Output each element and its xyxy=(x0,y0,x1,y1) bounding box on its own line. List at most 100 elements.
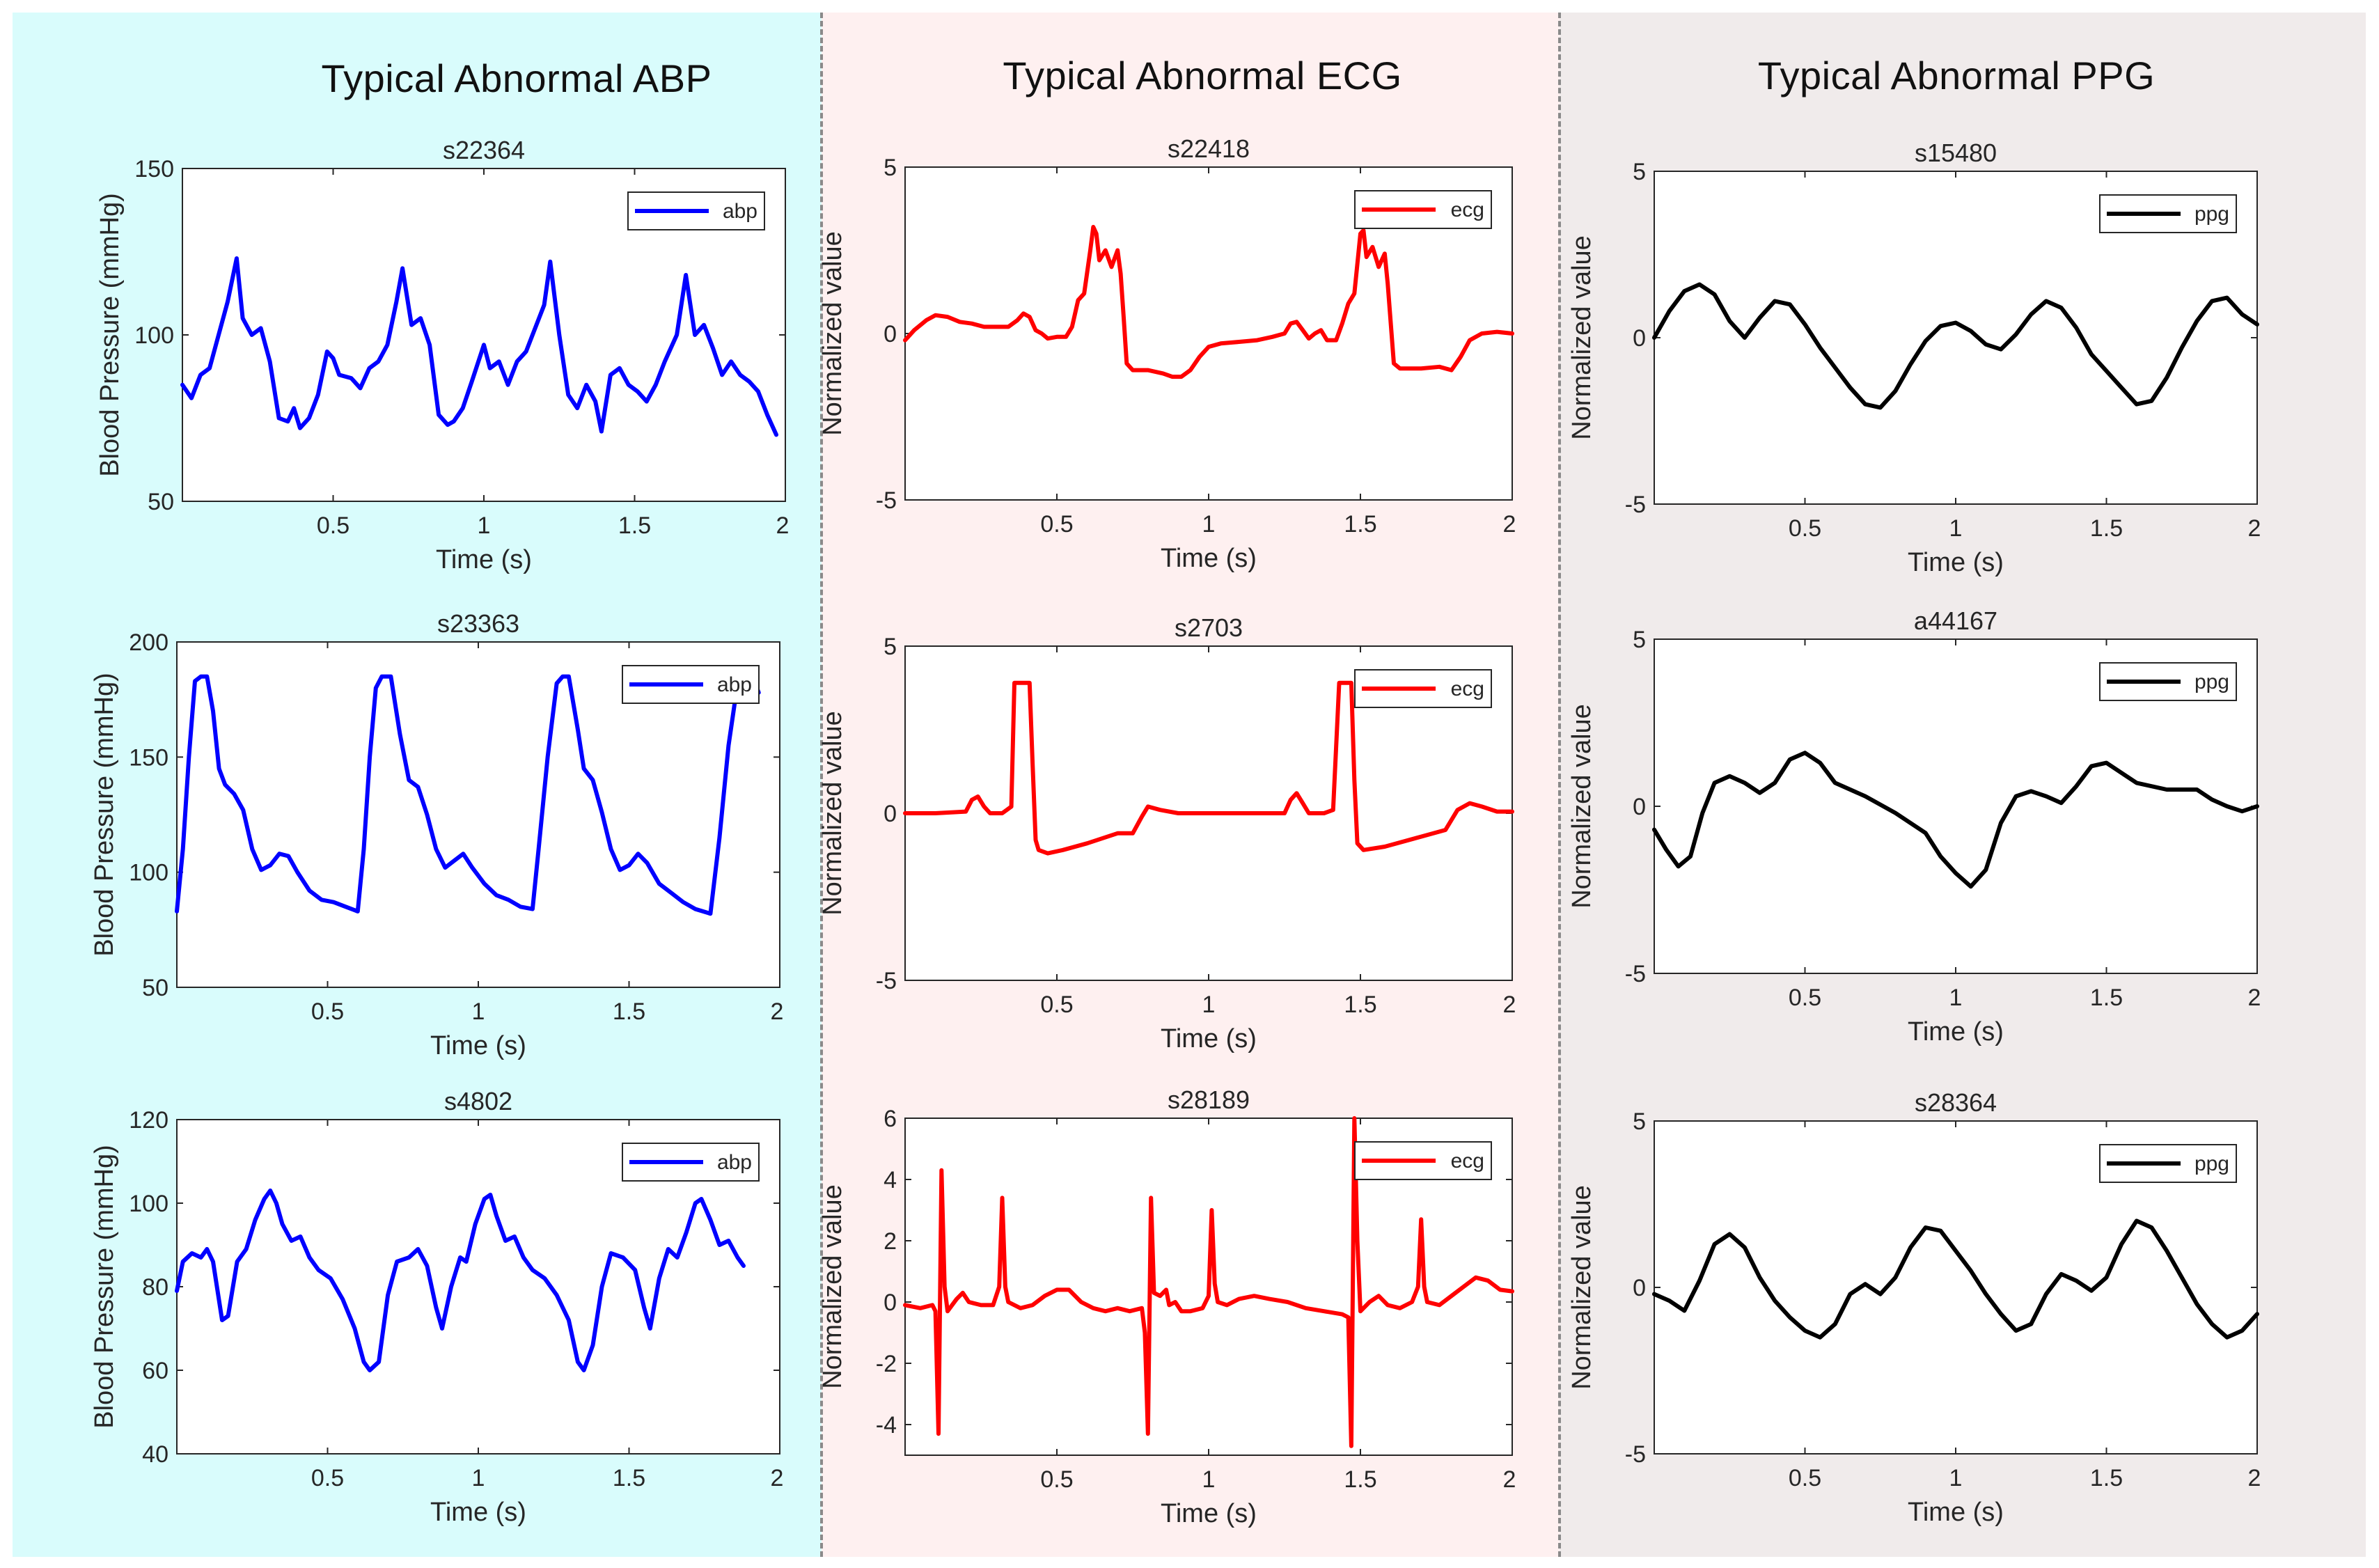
x-axis-label: Time (s) xyxy=(1161,1024,1257,1053)
ecg-plot-1: 0.5 1 1.5 2 -5 0 5 s22418 Time (s) Normalized val… xyxy=(818,134,1516,573)
series-line-abp xyxy=(175,1189,746,1372)
series-line-ecg xyxy=(903,1116,1514,1448)
x-tick-label: 2 xyxy=(1503,511,1516,538)
abp-plot-3: 0.5 1 1.5 2 40 60 80 100 120 s4802 Time (s) Blood P… xyxy=(90,1087,783,1527)
y-axis-label: Normalized value xyxy=(818,231,847,436)
y-axis-label: Normalized value xyxy=(818,1184,847,1389)
y-tick-label: 100 xyxy=(129,1191,168,1217)
series-line-ppg xyxy=(1652,282,2259,410)
x-tick-label: 0.5 xyxy=(311,1465,344,1491)
plot-title: s2703 xyxy=(1175,613,1243,642)
x-axis-label: Time (s) xyxy=(1908,1017,2004,1046)
ppg-column-title: Typical Abnormal PPG xyxy=(1757,54,2156,97)
legend: ecg xyxy=(1354,190,1492,229)
series-line-abp xyxy=(180,256,778,437)
x-tick-label: 2 xyxy=(1503,991,1516,1018)
legend-label: ecg xyxy=(1451,1150,1484,1173)
x-tick-label: 1 xyxy=(1949,1465,1963,1491)
legend-label: ecg xyxy=(1451,677,1484,700)
plot-title: s22418 xyxy=(1168,134,1250,163)
ppg-plot-1: 0.5 1 1.5 2 -5 0 5 s15480 Time (s) Normalized val… xyxy=(1567,139,2261,577)
y-tick-label: 4 xyxy=(884,1167,897,1193)
legend-label: abp xyxy=(717,1151,752,1174)
x-tick-label: 1.5 xyxy=(2090,985,2123,1011)
x-tick-label: 0.5 xyxy=(1789,1465,1821,1491)
x-axis-label: Time (s) xyxy=(1908,548,2004,577)
legend: ecg xyxy=(1354,1141,1492,1180)
y-tick-label: 150 xyxy=(134,156,174,182)
abp-plot-2: 0.5 1 1.5 2 50 100 150 200 s23363 Time (s) Blood P… xyxy=(90,609,783,1060)
x-tick-label: 2 xyxy=(2248,515,2261,542)
x-tick-label: 2 xyxy=(771,1465,784,1491)
y-axis-label: Blood Pressure (mmHg) xyxy=(95,193,125,477)
series-line-ecg xyxy=(903,680,1514,856)
x-tick-label: 1.5 xyxy=(1344,511,1376,538)
y-tick-label: 40 xyxy=(142,1441,168,1468)
legend: ppg xyxy=(2099,662,2237,701)
y-tick-label: 6 xyxy=(884,1106,897,1132)
y-tick-label: -5 xyxy=(876,487,897,514)
y-tick-label: 5 xyxy=(884,155,897,181)
series-line-ppg xyxy=(1652,751,2259,889)
plot-title: s22364 xyxy=(443,136,525,164)
y-tick-label: 100 xyxy=(134,322,174,349)
y-axis-label: Normalized value xyxy=(1567,1185,1596,1390)
x-tick-label: 1 xyxy=(472,998,485,1025)
x-tick-label: 0.5 xyxy=(1040,991,1073,1018)
y-tick-label: 120 xyxy=(129,1107,168,1134)
y-tick-label: 50 xyxy=(142,975,168,1001)
y-tick-label: -4 xyxy=(876,1412,897,1438)
x-tick-label: 2 xyxy=(1503,1466,1516,1493)
x-axis-label: Time (s) xyxy=(430,1031,526,1060)
x-tick-label: 1 xyxy=(1949,985,1963,1011)
x-tick-label: 0.5 xyxy=(1789,515,1821,542)
y-tick-label: -5 xyxy=(1625,492,1646,518)
y-tick-label: 5 xyxy=(884,634,897,660)
x-tick-label: 1.5 xyxy=(2090,1465,2123,1491)
ecg-column-title: Typical Abnormal ECG xyxy=(1003,54,1402,97)
y-tick-label: 0 xyxy=(1633,794,1646,820)
column-divider-1 xyxy=(820,13,823,1557)
y-tick-label: 200 xyxy=(129,629,168,656)
x-tick-label: 1 xyxy=(478,512,491,539)
x-tick-label: 2 xyxy=(771,998,784,1025)
plot-title: s4802 xyxy=(444,1087,512,1115)
y-tick-label: 60 xyxy=(142,1358,168,1384)
legend: abp xyxy=(622,1143,760,1182)
x-tick-label: 0.5 xyxy=(1040,1466,1073,1493)
legend-label: abp xyxy=(717,673,752,696)
x-axis-label: Time (s) xyxy=(1161,544,1257,573)
abp-column-title: Typical Abnormal ABP xyxy=(321,56,712,100)
legend: abp xyxy=(627,191,765,230)
legend: ecg xyxy=(1354,669,1492,708)
legend-label: ppg xyxy=(2195,203,2229,226)
x-tick-label: 2 xyxy=(2248,1465,2261,1491)
y-tick-label: -5 xyxy=(1625,961,1646,987)
y-axis-label: Normalized value xyxy=(1567,235,1596,440)
plot-title: a44167 xyxy=(1914,606,1997,635)
x-tick-label: 1 xyxy=(1202,1466,1216,1493)
plot-title: s28364 xyxy=(1915,1088,1997,1117)
legend-label: abp xyxy=(723,200,757,223)
y-tick-label: 0 xyxy=(884,801,897,827)
y-tick-label: -2 xyxy=(876,1351,897,1377)
series-line-abp xyxy=(175,674,761,916)
legend-label: ppg xyxy=(2195,671,2229,693)
y-tick-label: 150 xyxy=(129,744,168,771)
y-tick-label: 2 xyxy=(884,1228,897,1255)
plot-title: s15480 xyxy=(1915,139,1997,167)
plot-title: s23363 xyxy=(437,609,519,638)
x-tick-label: 1.5 xyxy=(1344,991,1376,1018)
y-tick-label: 0 xyxy=(884,1289,897,1316)
y-axis-label: Normalized value xyxy=(818,711,847,916)
x-axis-label: Time (s) xyxy=(436,545,532,574)
y-tick-label: 50 xyxy=(148,489,174,515)
y-axis-label: Blood Pressure (mmHg) xyxy=(90,673,119,957)
plot-title: s28189 xyxy=(1168,1085,1250,1114)
x-tick-label: 2 xyxy=(776,512,790,539)
column-divider-2 xyxy=(1558,13,1561,1557)
abp-plot-1: 0.5 1 1.5 2 50 100 150 s22364 Time (s) Blood Pres… xyxy=(95,136,789,574)
y-tick-label: 0 xyxy=(884,321,897,347)
x-tick-label: 1 xyxy=(1202,511,1216,538)
y-tick-label: -5 xyxy=(1625,1441,1646,1468)
